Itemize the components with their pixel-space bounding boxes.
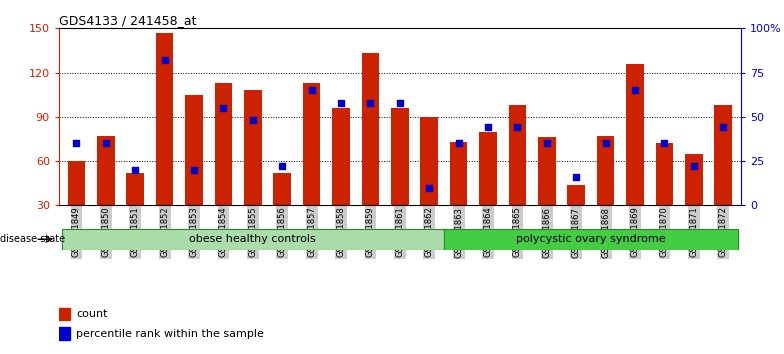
- Point: [276, 164, 289, 169]
- Bar: [714, 105, 732, 205]
- Point: [158, 57, 171, 63]
- Bar: [420, 117, 438, 205]
- Point: [629, 87, 641, 93]
- Point: [394, 100, 406, 105]
- Bar: [450, 142, 467, 205]
- Point: [511, 125, 524, 130]
- Bar: [332, 108, 350, 205]
- Bar: [509, 105, 526, 205]
- Bar: [685, 154, 702, 205]
- Point: [717, 125, 729, 130]
- Bar: [655, 143, 673, 205]
- Bar: [156, 33, 173, 205]
- Point: [217, 105, 230, 111]
- Point: [481, 125, 494, 130]
- Text: percentile rank within the sample: percentile rank within the sample: [76, 329, 264, 339]
- Point: [540, 141, 553, 146]
- Bar: [444, 229, 738, 250]
- Point: [599, 141, 612, 146]
- Text: polycystic ovary syndrome: polycystic ovary syndrome: [516, 234, 666, 244]
- Bar: [244, 90, 262, 205]
- Point: [335, 100, 347, 105]
- Text: obese healthy controls: obese healthy controls: [190, 234, 316, 244]
- Bar: [303, 83, 321, 205]
- Text: disease state: disease state: [0, 234, 65, 244]
- Bar: [97, 136, 114, 205]
- Point: [129, 167, 141, 173]
- Bar: [62, 229, 444, 250]
- Point: [688, 164, 700, 169]
- Bar: [59, 327, 70, 340]
- Bar: [185, 95, 203, 205]
- Point: [71, 141, 82, 146]
- Text: GDS4133 / 241458_at: GDS4133 / 241458_at: [59, 14, 196, 27]
- Bar: [126, 173, 144, 205]
- Bar: [67, 161, 85, 205]
- Point: [423, 185, 435, 190]
- Point: [246, 118, 259, 123]
- Bar: [215, 83, 232, 205]
- Point: [305, 87, 318, 93]
- Bar: [361, 53, 379, 205]
- Bar: [538, 137, 556, 205]
- Point: [570, 174, 583, 180]
- Bar: [626, 64, 644, 205]
- Text: count: count: [76, 309, 108, 319]
- Point: [452, 141, 465, 146]
- Bar: [597, 136, 615, 205]
- Bar: [274, 173, 291, 205]
- Bar: [59, 308, 70, 320]
- Point: [100, 141, 112, 146]
- Bar: [568, 185, 585, 205]
- Bar: [479, 132, 497, 205]
- Point: [187, 167, 200, 173]
- Point: [364, 100, 376, 105]
- Point: [659, 141, 671, 146]
- Bar: [391, 108, 408, 205]
